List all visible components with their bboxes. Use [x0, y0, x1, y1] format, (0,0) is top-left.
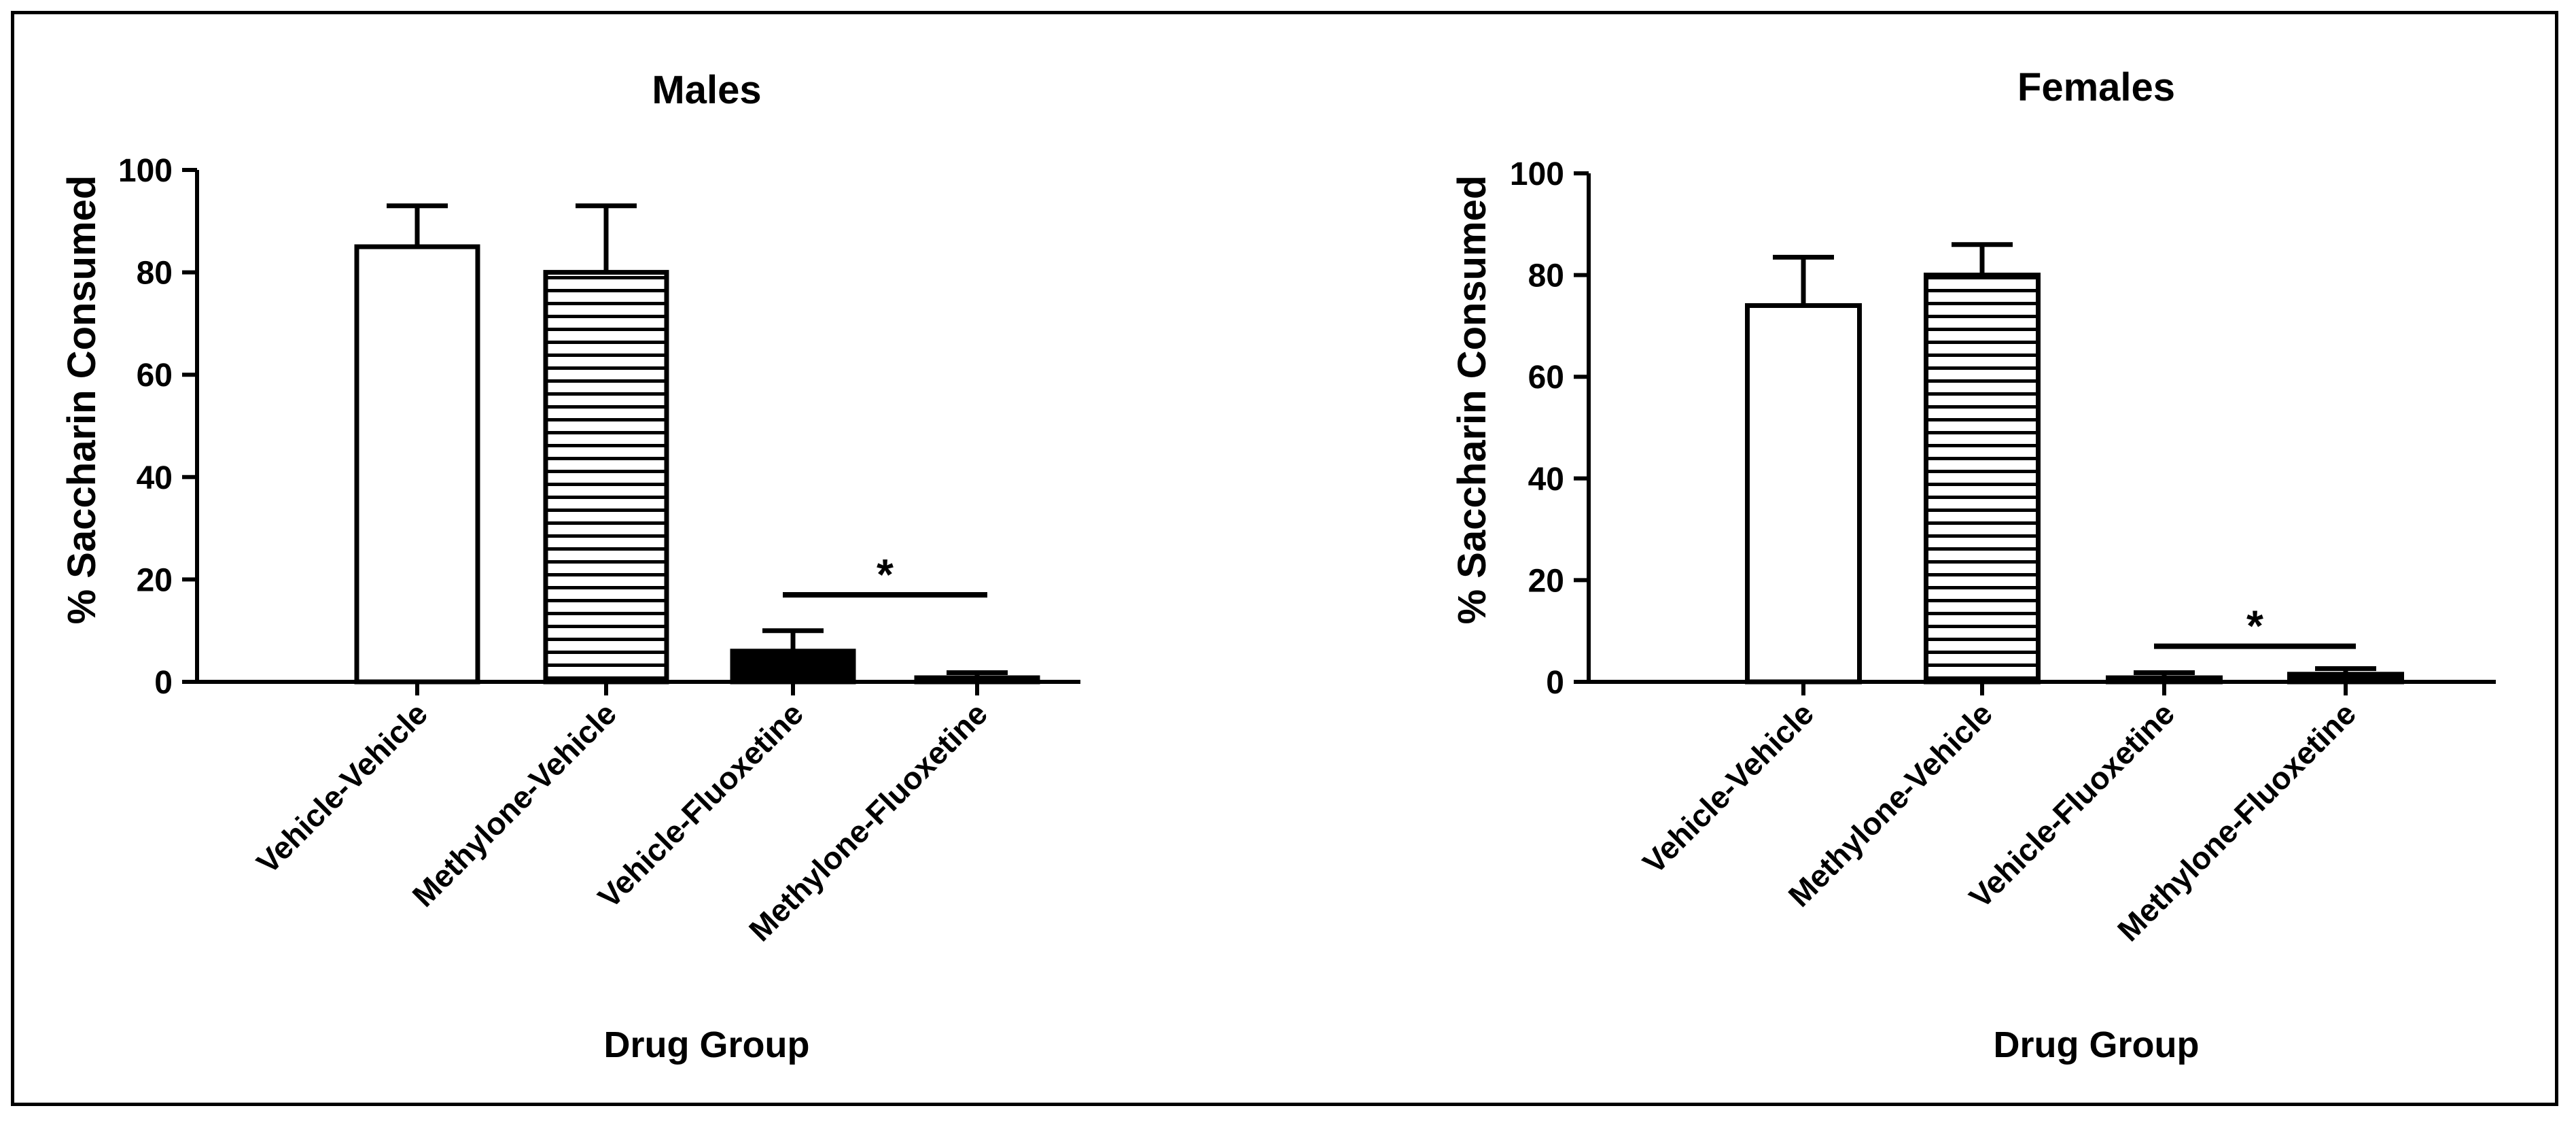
y-tick-label: 20 [1528, 563, 1564, 599]
y-axis-label: % Saccharin Consumed [60, 175, 104, 625]
x-tick-label: Vehicle-Fluoxetine [591, 695, 810, 914]
x-tick-label: Methylone-Vehicle [1782, 695, 2000, 914]
x-tick-label: Vehicle-Fluoxetine [1962, 695, 2181, 914]
bar [1924, 273, 2041, 685]
y-tick-label: 100 [118, 153, 173, 189]
bar [730, 649, 856, 685]
y-tick-label: 0 [154, 665, 173, 701]
y-tick-label: 0 [1546, 665, 1564, 701]
y-tick-label: 40 [1528, 462, 1564, 498]
y-tick-label: 60 [1528, 360, 1564, 396]
y-tick-label: 20 [137, 562, 173, 598]
x-tick-label: Methylone-Vehicle [406, 695, 624, 914]
y-tick-label: 80 [1528, 258, 1564, 294]
bar [354, 244, 480, 685]
chart-title: Males [652, 68, 761, 112]
significance-marker: * [877, 550, 894, 599]
y-axis-label: % Saccharin Consumed [1450, 175, 1494, 625]
x-axis-label: Drug Group [1994, 1024, 2200, 1065]
bar [1745, 303, 1862, 685]
x-axis-label: Drug Group [604, 1024, 810, 1065]
y-tick-label: 60 [137, 358, 173, 394]
y-tick-label: 100 [1510, 156, 1564, 192]
bar [543, 270, 669, 685]
chart-females: Females % Saccharin Consumed Drug Group … [1450, 65, 2496, 1065]
chart-title: Females [2017, 65, 2175, 109]
x-tick-label: Vehicle-Vehicle [1636, 695, 1820, 880]
chart-males: Males % Saccharin Consumed Drug Group 0 2… [60, 68, 1080, 1065]
y-tick-label: 40 [137, 460, 173, 496]
x-tick-label: Vehicle-Vehicle [249, 695, 434, 880]
significance-marker: * [2246, 602, 2263, 651]
y-tick-label: 80 [137, 256, 173, 292]
